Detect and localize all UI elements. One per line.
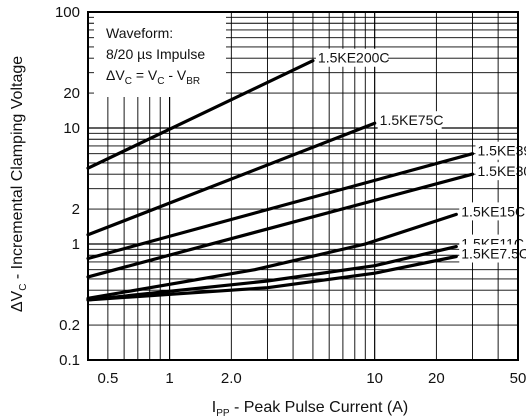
plot-frame bbox=[87, 11, 519, 361]
series-label-bg bbox=[475, 141, 526, 160]
series-line-1.5KE15C bbox=[86, 212, 458, 300]
y-axis-label: ΔVC - Incremental Clamping Voltage bbox=[9, 56, 29, 312]
series-line-1.5KE7.5C bbox=[86, 254, 458, 302]
y-tick-label: 20 bbox=[63, 85, 80, 102]
series-label-bg bbox=[475, 162, 526, 181]
series-line-1.5KE39C bbox=[86, 152, 475, 261]
y-tick-label: 100 bbox=[55, 4, 80, 21]
y-tick-label: 0.1 bbox=[59, 352, 80, 369]
series-label-1.5KE15C: 1.5KE15C bbox=[461, 203, 525, 219]
annotation-line-3: ΔVC = VC - VBR bbox=[106, 67, 200, 87]
y-tick-label: 2 bbox=[72, 201, 80, 218]
series-line-1.5KE200C bbox=[86, 59, 315, 170]
series-label-bg bbox=[315, 48, 388, 67]
x-tick-label: 10 bbox=[366, 370, 383, 387]
series-line-1.5KE11C bbox=[86, 245, 458, 302]
series-labels: 1.5KE200C 1.5KE75C 1.5KE39C 1.5KE30C 1.5KE15… bbox=[315, 48, 526, 263]
series-label-1.5KE200C: 1.5KE200C bbox=[318, 50, 390, 66]
series-label-bg bbox=[377, 111, 442, 130]
y-tick-label: 0.2 bbox=[59, 317, 80, 334]
series-line-1.5KE30C bbox=[86, 172, 475, 279]
x-tick-label: 2.0 bbox=[221, 370, 242, 387]
x-tick-label: 20 bbox=[428, 370, 445, 387]
x-tick-label: 1 bbox=[165, 370, 173, 387]
series-label-1.5KE75C: 1.5KE75C bbox=[380, 112, 444, 128]
annotation-line-2: 8/20 µs Impulse bbox=[106, 46, 205, 62]
series-line-1.5KE75C bbox=[86, 121, 377, 237]
series-label-1.5KE39C: 1.5KE39C bbox=[478, 143, 526, 159]
series-lines bbox=[86, 59, 475, 302]
series-label-1.5KE30C: 1.5KE30C bbox=[478, 163, 526, 179]
annotation-line-1: Waveform: bbox=[106, 25, 173, 41]
series-label-bg bbox=[459, 244, 526, 263]
y-tick-label: 10 bbox=[63, 120, 80, 137]
series-label-1.5KE7.5C: 1.5KE7.5C bbox=[461, 246, 526, 262]
tick-labels: 0.5 1 2.0 10 20 50 0.1 0.2 1 2 10 20 100 bbox=[55, 4, 526, 387]
y-tick-label: 1 bbox=[72, 236, 80, 253]
annotation-box: Waveform: 8/20 µs Impulse ΔVC = VC - VBR bbox=[94, 13, 226, 97]
x-tick-label: 50 bbox=[510, 370, 526, 387]
series-label-bg bbox=[459, 202, 524, 221]
x-axis-label: IPP - Peak Pulse Current (A) bbox=[212, 399, 409, 419]
x-tick-label: 0.5 bbox=[97, 370, 118, 387]
